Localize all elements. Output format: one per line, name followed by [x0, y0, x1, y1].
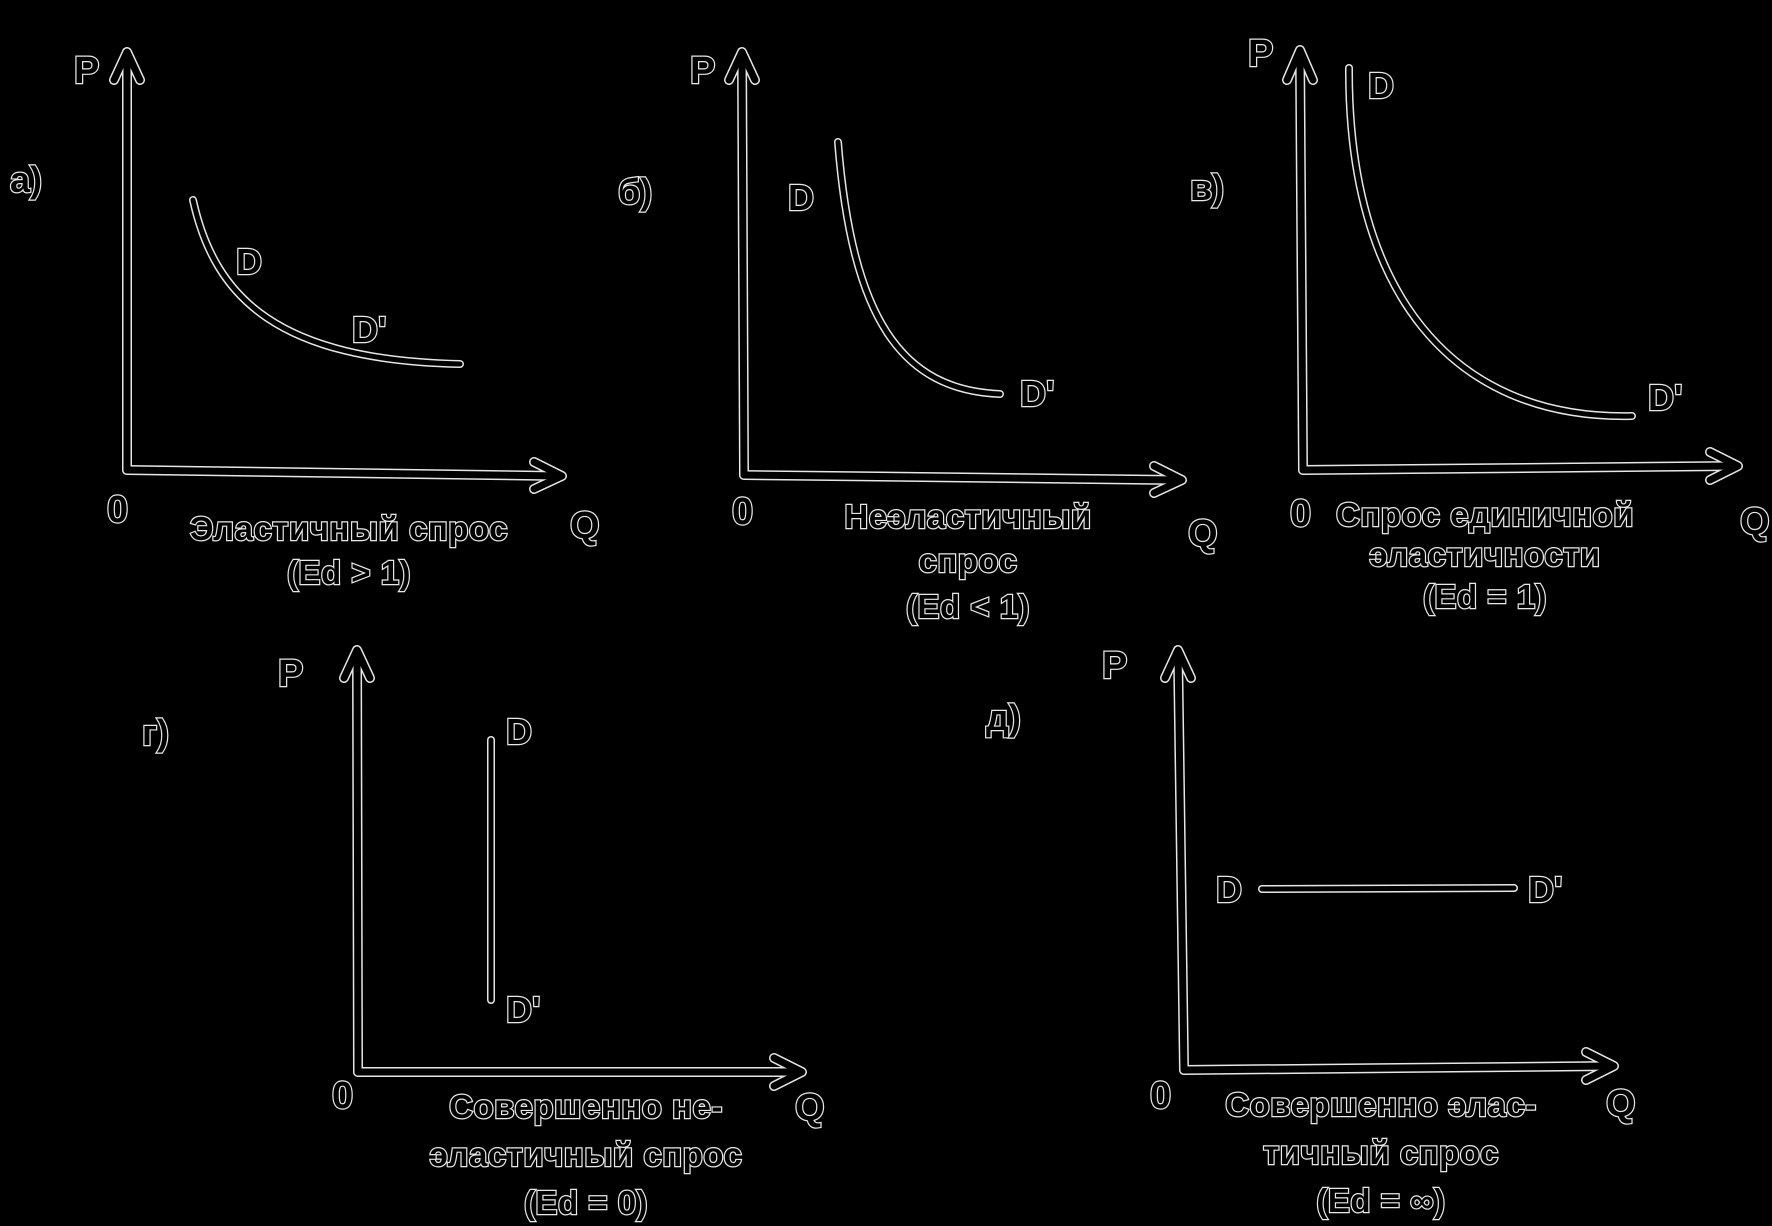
- panel-d-curve-start-label: D: [1216, 869, 1242, 910]
- panel-a: а) P Q 0 D D' Эластичный спрос (Ed > 1): [9, 47, 601, 592]
- panel-v-demand-curve: [1344, 64, 1636, 421]
- panel-a-label: а): [10, 159, 42, 200]
- panel-a-y-axis-label: P: [74, 50, 99, 92]
- panel-a-demand-curve: [189, 196, 464, 368]
- panel-g-x-axis-label: Q: [795, 1087, 825, 1129]
- panel-d-curve-end-label: D': [1528, 869, 1563, 910]
- panel-v-caption-line-3: (Ed = 1): [1423, 578, 1547, 615]
- panel-d-lines: [1160, 645, 1619, 1085]
- panel-d-y-axis-label: P: [1102, 645, 1127, 687]
- panel-v-label: в): [1190, 167, 1224, 208]
- panel-b-caption-line-1: Неэластичный: [844, 498, 1091, 535]
- panel-b-label: б): [618, 171, 652, 212]
- panel-a-lines: [109, 47, 567, 494]
- panel-g-caption-line-3: (Ed = 0): [524, 1184, 648, 1221]
- panel-a-origin-label: 0: [107, 489, 128, 531]
- panel-g-origin-label: 0: [332, 1075, 353, 1117]
- panel-b-lines: [724, 47, 1187, 498]
- panel-b-x-axis-label: Q: [1188, 513, 1218, 555]
- panel-g-caption-line-1: Совершенно не-: [449, 1088, 723, 1125]
- panel-a-curve-end-label: D': [352, 309, 387, 350]
- panel-a-curve-start-label: D: [236, 241, 262, 282]
- panel-b-demand-curve: [834, 138, 1004, 398]
- panel-b: б) P Q 0 D D' Неэластичный спрос (Ed < 1…: [617, 47, 1219, 626]
- panel-b-caption-line-3: (Ed < 1): [906, 588, 1030, 625]
- panel-v-curve-start-label: D: [1368, 65, 1394, 106]
- panel-a-x-axis-label: Q: [570, 505, 600, 547]
- panel-b-origin-label: 0: [732, 491, 753, 533]
- panel-v-caption-line-2: эластичности: [1369, 536, 1600, 573]
- panel-v: в) P Q 0 D D' Спрос единичной эластичнос…: [1189, 32, 1771, 616]
- panel-b-curve-start-label: D: [788, 177, 814, 218]
- panel-b-curve-end-label: D': [1020, 373, 1055, 414]
- panel-d: д) P Q 0 D D' Совершенно элас- тичный сп…: [985, 644, 1637, 1220]
- panel-g-lines: [339, 645, 807, 1091]
- panel-d-label: д): [986, 697, 1021, 738]
- panel-g: г) P Q 0 D D' Совершенно не- эластичный …: [141, 645, 826, 1222]
- panel-d-caption-line-3: (Ed = ∞): [1316, 1182, 1445, 1219]
- panel-d-origin-label: 0: [1150, 1075, 1171, 1117]
- panel-v-curve-end-label: D': [1648, 377, 1683, 418]
- panel-g-curve-start-label: D: [506, 711, 532, 752]
- panel-v-y-axis-label: P: [1248, 33, 1273, 75]
- panel-d-x-axis-label: Q: [1606, 1083, 1636, 1125]
- panel-d-caption-line-2: тичный спрос: [1263, 1134, 1499, 1171]
- panel-g-caption-line-2: эластичный спрос: [430, 1136, 743, 1173]
- panel-g-curve-end-label: D': [506, 989, 541, 1030]
- panel-b-y-axis-label: P: [690, 50, 715, 92]
- panel-b-caption-line-2: спрос: [918, 542, 1017, 579]
- panel-v-origin-label: 0: [1290, 493, 1311, 535]
- panel-g-y-axis-label: P: [278, 653, 303, 695]
- panel-v-x-axis-label: Q: [1740, 501, 1770, 543]
- panel-v-caption-line-1: Спрос единичной: [1336, 496, 1634, 533]
- panel-d-caption-line-1: Совершенно элас-: [1225, 1086, 1536, 1123]
- panel-a-caption-line-2: (Ed > 1): [287, 554, 411, 591]
- panel-g-label: г): [142, 712, 169, 753]
- panel-a-caption-line-1: Эластичный спрос: [190, 510, 508, 547]
